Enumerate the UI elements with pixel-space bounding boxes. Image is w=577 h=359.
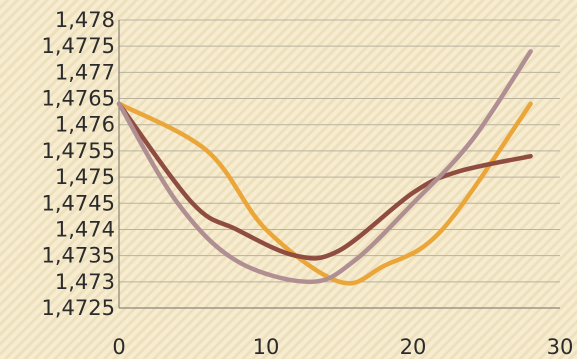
y-tick-label: 1,4725: [42, 296, 115, 320]
y-tick-label: 1,4755: [42, 139, 115, 163]
x-tick-labels: 0 10 20 30: [112, 335, 573, 359]
x-tick-label: 0: [112, 335, 125, 359]
series-line-2: [116, 101, 533, 261]
y-tick-labels: 1,47251,4731,47351,4741,47451,4751,47551…: [42, 8, 115, 320]
y-tick-label: 1,4765: [42, 87, 115, 111]
y-tick-label: 1,475: [55, 165, 115, 189]
gridlines: [119, 19, 560, 283]
axes: [118, 20, 560, 309]
x-tick-label: 10: [253, 335, 280, 359]
y-tick-label: 1,4745: [42, 191, 115, 215]
series-line-3: [116, 49, 533, 285]
y-tick-label: 1,474: [55, 217, 115, 241]
y-tick-label: 1,473: [55, 270, 115, 294]
y-tick-label: 1,477: [55, 60, 115, 84]
y-tick-label: 1,4775: [42, 34, 115, 58]
y-tick-label: 1,476: [55, 113, 115, 137]
series-lines: [116, 49, 533, 286]
series-line-1: [116, 101, 533, 286]
x-tick-label: 30: [547, 335, 574, 359]
x-tick-label: 20: [400, 335, 427, 359]
y-tick-label: 1,4735: [42, 244, 115, 268]
y-tick-label: 1,478: [55, 8, 115, 32]
